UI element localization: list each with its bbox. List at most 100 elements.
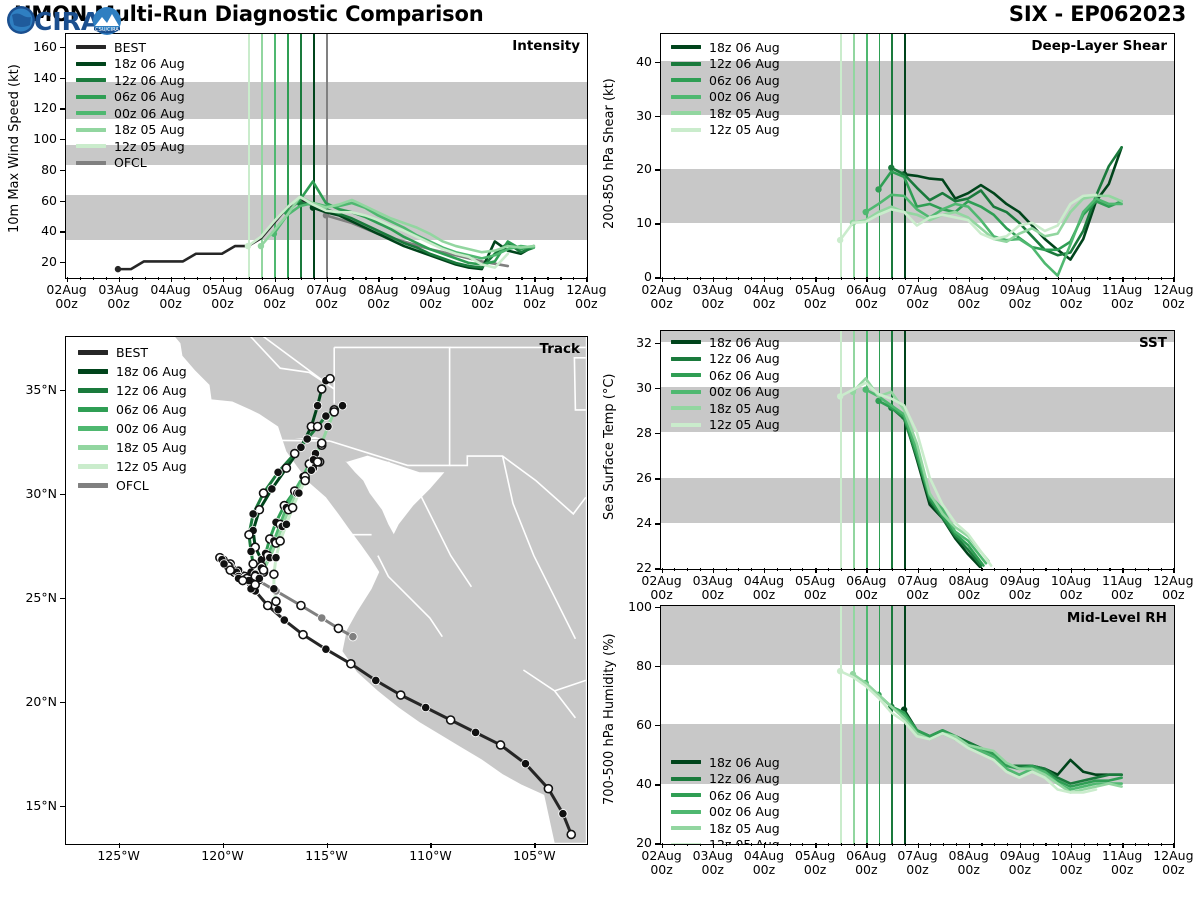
x-tick-label: 04Aug 00z (150, 281, 191, 312)
legend-label: BEST (116, 345, 149, 360)
x-tick-label: 10Aug 00z (1050, 572, 1092, 603)
x-tick-mark (1173, 277, 1175, 283)
x-tick-label: 06Aug 00z (254, 281, 295, 312)
x-tick-mark (1071, 277, 1073, 283)
init-time-line (865, 34, 868, 278)
storm-id-title: SIX - EP062023 (1008, 2, 1186, 26)
track-marker-00z (246, 546, 256, 556)
land-mainland (66, 337, 586, 843)
x-tick-label: 11Aug 00z (1102, 847, 1143, 878)
x-minor-tick (930, 277, 932, 281)
x-minor-tick (891, 277, 893, 281)
x-minor-tick (1045, 568, 1047, 572)
y-tick-label: 100 (628, 598, 652, 614)
x-tick-label: 11Aug 00z (1102, 572, 1143, 603)
x-tick-label: 07Aug 00z (897, 847, 938, 878)
y-tick-mark (655, 665, 661, 668)
panel-shear[interactable]: Deep-Layer Shear 18z 06 Aug 12z 06 Aug 06z … (660, 33, 1175, 279)
series-line (851, 672, 1123, 794)
x-minor-tick (1083, 568, 1085, 572)
y-tick-mark (60, 493, 66, 496)
y-tick-mark (655, 568, 661, 570)
init-time-line (286, 34, 289, 278)
political-border (377, 555, 443, 638)
track-marker-00z (248, 509, 258, 519)
track-marker-12z (312, 421, 323, 432)
track-marker-00z (269, 584, 279, 594)
x-minor-tick (1147, 568, 1149, 572)
x-tick-label: 03Aug 00z (692, 572, 733, 603)
shaded-band (661, 606, 1174, 666)
x-minor-tick (196, 277, 198, 281)
series-line (890, 146, 1123, 257)
legend-row: 18z 06 Aug (671, 39, 780, 56)
panel-rh[interactable]: Mid-Level RH 18z 06 Aug 12z 06 Aug 06z 06 A… (660, 605, 1175, 845)
x-minor-tick (144, 277, 146, 281)
track-marker-00z (271, 553, 281, 563)
x-minor-tick (776, 568, 778, 572)
y-tick-label: 60 (41, 192, 57, 208)
track-marker-12z (316, 438, 327, 448)
legend-row: 12z 05 Aug (671, 417, 780, 434)
init-time-line (904, 606, 906, 844)
series-line (838, 193, 1098, 242)
track-marker-12z (254, 504, 265, 515)
x-minor-tick (994, 843, 996, 847)
series-start-marker (875, 397, 882, 405)
legend-row: 12z 06 Aug (671, 351, 780, 368)
legend-row: 12z 05 Aug (76, 138, 185, 155)
track-marker-12z (445, 715, 456, 725)
x-minor-tick (879, 843, 881, 847)
init-time-line (247, 34, 250, 278)
y-tick-mark (60, 46, 66, 49)
y-tick-label: 30°N (25, 485, 57, 501)
x-minor-tick (1083, 843, 1085, 847)
x-minor-tick (955, 568, 957, 572)
y-tick-mark (60, 231, 66, 233)
x-minor-tick (417, 277, 419, 281)
panel-intensity[interactable]: Intensity BEST 18z 06 Aug 12z 06 Aug 06z 06 … (65, 33, 588, 279)
legend-row: 18z 05 Aug (76, 122, 185, 139)
x-minor-tick (789, 277, 791, 281)
track-map[interactable] (66, 337, 586, 843)
track-marker-00z (279, 615, 289, 625)
legend-label: 12z 05 Aug (114, 138, 185, 154)
x-minor-tick (404, 277, 406, 281)
legend-swatch (78, 483, 108, 488)
track-marker-00z (273, 605, 283, 615)
x-tick-label: 12Aug 00z (566, 281, 607, 312)
shaded-band (661, 331, 1174, 343)
legend-row: 18z 06 Aug (671, 754, 780, 771)
legend-label: OFCL (116, 478, 149, 493)
legend-sst: 18z 06 Aug 12z 06 Aug 06z 06 Aug 00z 06 Aug… (671, 334, 780, 433)
x-minor-tick (943, 568, 945, 572)
y-tick-label: 20 (41, 254, 57, 270)
track-marker-12z (325, 373, 335, 384)
track-marker-00z (219, 559, 229, 569)
political-border (554, 679, 586, 692)
legend-label: 12z 05 Aug (709, 122, 780, 138)
x-tick-mark (763, 843, 766, 849)
x-minor-tick (456, 277, 458, 281)
svg-text:CSU/CIRA: CSU/CIRA (95, 27, 119, 33)
x-tick-mark (1019, 843, 1022, 849)
legend-label: 06z 06 Aug (709, 72, 780, 88)
x-tick-mark (534, 843, 536, 849)
track-marker-12z (333, 623, 344, 634)
svg-text:CIRA: CIRA (34, 7, 101, 36)
x-minor-tick (943, 277, 945, 281)
legend-swatch (671, 111, 701, 116)
legend-label: 12z 06 Aug (114, 72, 185, 88)
panel-sst[interactable]: SST 18z 06 Aug 12z 06 Aug 06z 06 Aug 00z 06 … (660, 330, 1175, 570)
x-minor-tick (955, 843, 957, 847)
y-tick-label: 32 (636, 334, 652, 350)
legend-label: 18z 06 Aug (114, 56, 185, 72)
panel-track[interactable]: Track BEST 18z 06 Aug 12z 06 Aug 06z 06 Aug 0… (65, 336, 588, 845)
x-minor-tick (776, 843, 778, 847)
legend-swatch (671, 127, 701, 132)
x-minor-tick (235, 277, 237, 281)
init-time-line (840, 331, 842, 569)
y-tick-mark (60, 77, 66, 80)
track-marker-12z (258, 488, 269, 498)
y-tick-mark (655, 725, 661, 727)
